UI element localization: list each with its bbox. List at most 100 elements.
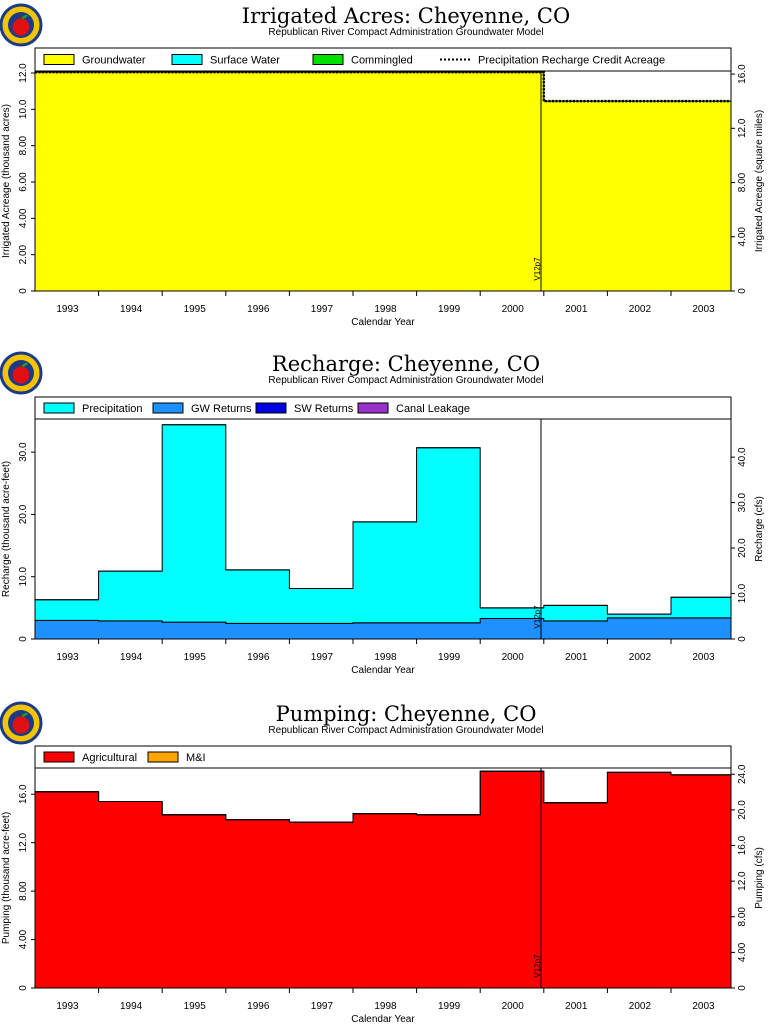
x-tick-label: 2003 [692,304,715,315]
x-tick-label: 1995 [184,304,207,315]
x-tick-label: 2001 [565,652,588,663]
legend-label: Commingled [351,55,413,67]
x-tick-label: 2003 [692,652,715,663]
chart-title: Pumping: Cheyenne, CO [276,702,537,726]
y2-tick-label: 16.0 [737,64,748,84]
y2-tick-label: 20.0 [737,800,748,820]
x-tick-label: 2000 [502,1001,525,1012]
legend-swatch [312,54,344,65]
legend-label: Precipitation [82,403,143,415]
x-tick-label: 1993 [56,1001,79,1012]
x-tick-label: 2000 [502,304,525,315]
apple-icon [12,18,30,36]
y2-tick-label: 24.0 [737,764,748,784]
y2-tick-label: 40.0 [737,447,748,467]
y-tick-label: 2.00 [18,244,29,264]
legend-label: Groundwater [82,55,146,67]
y-tick-label: 12.0 [18,63,29,83]
x-tick-label: 2002 [629,304,652,315]
x-tick-label: 1997 [311,652,334,663]
x-tick-label: 2002 [629,652,652,663]
x-tick-label: 1997 [311,1001,334,1012]
y2-axis-label: Pumping (cfs) [754,847,765,909]
x-tick-label: 1994 [120,1001,143,1012]
x-axis-label: Calendar Year [351,317,415,328]
marker-label: V12p7 [533,605,542,629]
plot-frame [34,418,732,640]
y-tick-label: 10.0 [18,99,29,119]
chart-subtitle: Republican River Compact Administration … [268,375,543,386]
y-axis-label: Recharge (thousand acre-feet) [1,461,12,597]
y-tick-label: 12.0 [18,832,29,852]
y2-tick-label: 4.00 [737,227,748,247]
credit-acreage-line [35,70,731,103]
x-tick-label: 1996 [247,652,270,663]
x-tick-label: 1996 [247,304,270,315]
leaf-icon [21,14,28,19]
leaf-icon [21,362,28,367]
x-tick-label: 2001 [565,304,588,315]
y2-tick-label: 0 [737,636,748,642]
y2-tick-label: 4.00 [737,942,748,962]
y2-tick-label: 20.0 [737,538,748,558]
y-tick-label: 0 [18,288,29,294]
chart-panel-0: Irrigated Acres: Cheyenne, CORepublican … [0,3,765,328]
legend-swatch [43,751,75,763]
x-tick-label: 1999 [438,1001,461,1012]
y-tick-label: 8.00 [18,135,29,155]
x-tick-label: 1997 [311,304,334,315]
legend-swatch [171,54,203,65]
y2-axis-label: Irrigated Acreage (square miles) [754,110,765,252]
x-tick-label: 2001 [565,1001,588,1012]
x-tick-label: 2003 [692,1001,715,1012]
chart-title: Recharge: Cheyenne, CO [272,352,540,376]
legend-swatch [152,402,184,414]
legend-swatch [43,54,75,65]
x-tick-label: 1996 [247,1001,270,1012]
y-tick-label: 30.0 [18,442,29,462]
y-tick-label: 20.0 [18,504,29,524]
y2-tick-label: 0 [737,985,748,991]
y2-tick-label: 16.0 [737,835,748,855]
x-axis-label: Calendar Year [351,665,415,676]
y2-axis-label: Recharge (cfs) [754,496,765,562]
apple-icon [12,716,30,734]
legend-label: Canal Leakage [396,403,470,415]
x-tick-label: 1998 [374,304,397,315]
y-tick-label: 6.00 [18,172,29,192]
series-area [34,424,732,624]
chart-subtitle: Republican River Compact Administration … [268,725,543,736]
x-tick-label: 1995 [184,652,207,663]
y-tick-label: 4.00 [18,208,29,228]
x-tick-label: 1998 [374,652,397,663]
legend-box [34,745,732,769]
legend-swatch [43,402,75,414]
plot-frame [34,767,732,989]
marker-label: V12p7 [533,954,542,978]
x-tick-label: 1993 [56,652,79,663]
x-tick-label: 1998 [374,1001,397,1012]
legend-label: GW Returns [191,403,252,415]
x-tick-label: 1999 [438,304,461,315]
y-tick-label: 4.00 [18,929,29,949]
y-axis-label: Irrigated Acreage (thousand acres) [1,104,12,258]
y2-tick-label: 30.0 [737,492,748,512]
marker-label: V12p7 [533,257,542,281]
y-tick-label: 10.0 [18,567,29,587]
y-tick-label: 16.0 [18,784,29,804]
x-tick-label: 1994 [120,652,143,663]
y-tick-label: 0 [18,985,29,991]
legend-label: Surface Water [210,55,280,67]
y2-tick-label: 8.00 [737,172,748,192]
y2-tick-label: 8.00 [737,907,748,927]
legend-swatch [147,751,179,763]
y-tick-label: 8.00 [18,881,29,901]
plot-frame [34,70,732,292]
leaf-icon [21,712,28,717]
y-tick-label: 0 [18,636,29,642]
x-tick-label: 1993 [56,304,79,315]
y2-tick-label: 10.0 [737,583,748,603]
x-tick-label: 1995 [184,1001,207,1012]
